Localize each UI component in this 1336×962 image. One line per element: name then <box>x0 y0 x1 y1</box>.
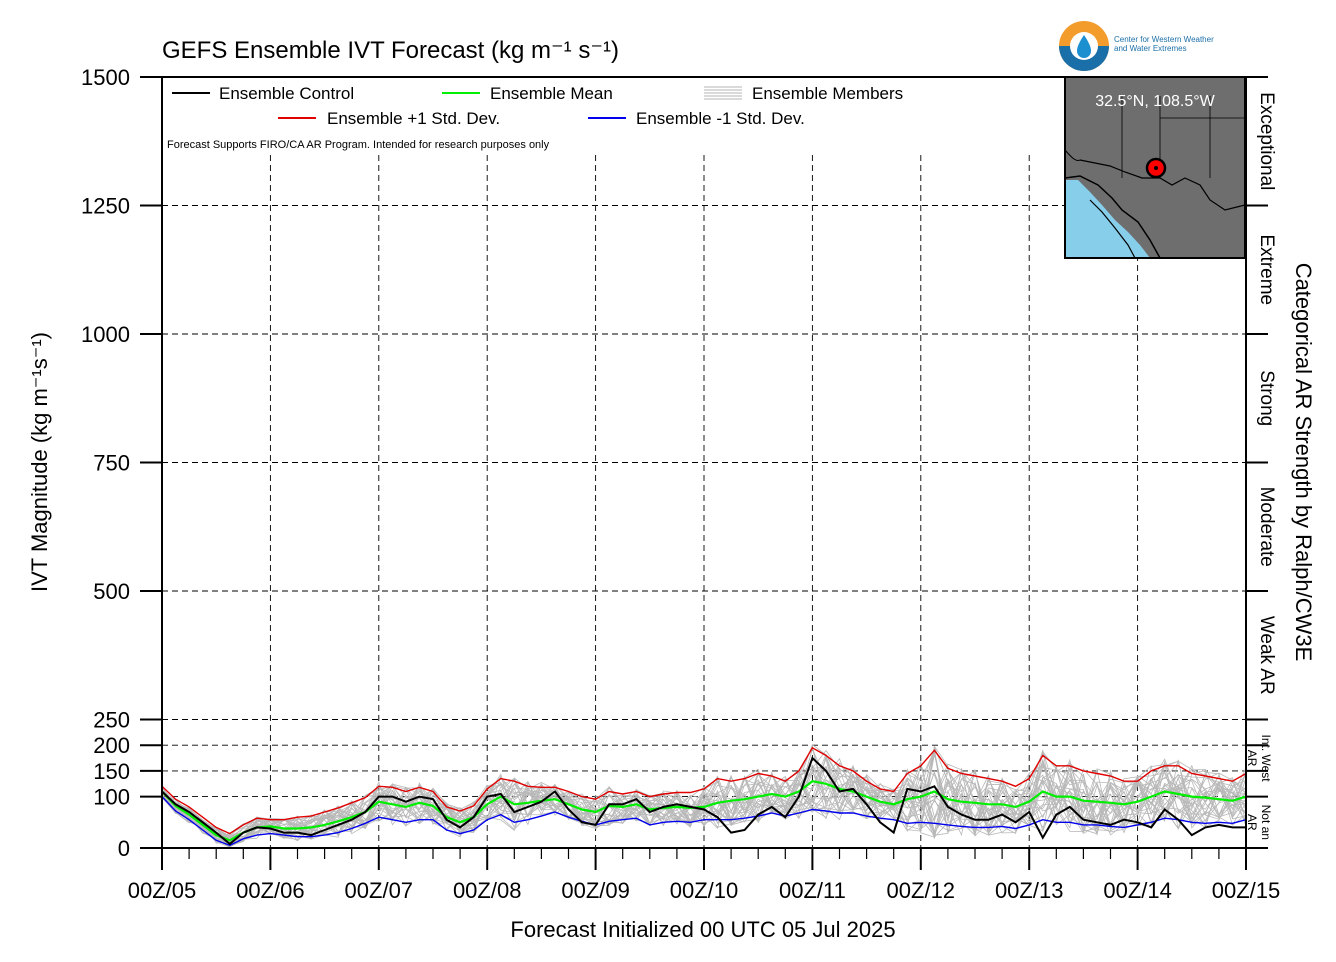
inset-coordinate-label: 32.5°N, 108.5°W <box>1095 93 1215 110</box>
member-line <box>161 759 1247 848</box>
x-tick-label: 00Z/13 <box>995 878 1064 903</box>
category-label: Strong <box>1256 370 1277 426</box>
member-line <box>161 749 1247 842</box>
svg-text:Not an: Not an <box>1259 805 1273 840</box>
category-labels: Exceptional Extreme Strong Moderate Weak AR I… <box>1245 92 1277 840</box>
svg-text:AR: AR <box>1245 814 1259 831</box>
svg-text:Moderate: Moderate <box>1256 487 1277 567</box>
x-axis-label: Forecast Initialized 00 UTC 05 Jul 2025 <box>510 917 895 942</box>
svg-text:Exceptional: Exceptional <box>1256 92 1277 190</box>
member-line <box>161 755 1247 848</box>
member-line <box>161 760 1247 838</box>
logo-line-2: and Water Extremes <box>1114 44 1187 53</box>
member-line <box>161 763 1247 845</box>
y-tick-label: 0 <box>118 836 130 861</box>
series-lines <box>161 746 1247 847</box>
y-axis-label: IVT Magnitude (kg m⁻¹s⁻¹) <box>27 332 52 592</box>
x-tick-labels: 00Z/05 00Z/06 00Z/07 00Z/08 00Z/09 00Z/10 00Z/… <box>128 848 1281 903</box>
plus-std-line <box>161 746 1247 835</box>
category-label: Exceptional <box>1256 92 1277 190</box>
legend-entry-control: Ensemble Control <box>219 84 354 103</box>
right-axis-label: Categorical AR Strength by Ralph/CW3E <box>1291 263 1316 662</box>
legend-entry-plus-std: Ensemble +1 Std. Dev. <box>327 109 500 128</box>
legend: Ensemble Control Ensemble Mean Ensemble … <box>167 84 903 151</box>
svg-text:Weak AR: Weak AR <box>1256 616 1277 695</box>
svg-text:Strong: Strong <box>1256 370 1277 426</box>
member-line <box>161 765 1247 839</box>
legend-entry-minus-std: Ensemble -1 Std. Dev. <box>636 109 805 128</box>
x-tick-label: 00Z/15 <box>1212 878 1281 903</box>
category-label: Moderate <box>1256 487 1277 567</box>
category-label: Weak AR <box>1256 616 1277 695</box>
x-tick-label: 00Z/11 <box>779 878 846 903</box>
y-tick-label: 500 <box>93 579 130 604</box>
category-label: Extreme <box>1256 234 1277 305</box>
chart-title: GEFS Ensemble IVT Forecast (kg m⁻¹ s⁻¹) <box>162 37 619 64</box>
member-line <box>161 744 1247 848</box>
legend-entry-mean: Ensemble Mean <box>490 84 613 103</box>
x-tick-label: 00Z/12 <box>887 878 956 903</box>
inset-map: 32.5°N, 108.5°W <box>1064 76 1246 259</box>
x-tick-label: 00Z/06 <box>236 878 305 903</box>
y-tick-label: 200 <box>93 733 130 758</box>
control-line <box>161 756 1246 846</box>
svg-text:Extreme: Extreme <box>1256 234 1277 305</box>
y-tick-label: 1500 <box>81 65 130 90</box>
x-tick-label: 00Z/09 <box>561 878 630 903</box>
minus-std-line <box>161 796 1247 847</box>
x-tick-label: 00Z/14 <box>1103 878 1172 903</box>
logo-line-1: Center for Western Weather <box>1114 35 1214 44</box>
x-tick-label: 00Z/05 <box>128 878 197 903</box>
y-tick-label: 150 <box>93 759 130 784</box>
mean-line <box>161 780 1247 842</box>
x-tick-label: 00Z/08 <box>453 878 522 903</box>
y-tick-label: 1000 <box>81 322 130 347</box>
x-tick-label: 00Z/10 <box>670 878 739 903</box>
member-line <box>161 764 1247 842</box>
y-tick-label: 1250 <box>81 194 130 219</box>
y-tick-label: 100 <box>93 785 130 810</box>
y-tick-label: 750 <box>93 451 130 476</box>
y-tick-label: 250 <box>93 708 130 733</box>
legend-entry-members: Ensemble Members <box>752 84 903 103</box>
research-note: Forecast Supports FIRO/CA AR Program. In… <box>167 139 550 151</box>
cw3e-logo: Center for Western Weather and Water Ext… <box>1059 21 1214 71</box>
x-tick-label: 00Z/07 <box>345 878 414 903</box>
svg-text:AR: AR <box>1245 750 1259 767</box>
legend-members-swatch <box>704 86 742 100</box>
svg-text:Int. West: Int. West <box>1259 734 1273 782</box>
member-line <box>161 768 1247 842</box>
